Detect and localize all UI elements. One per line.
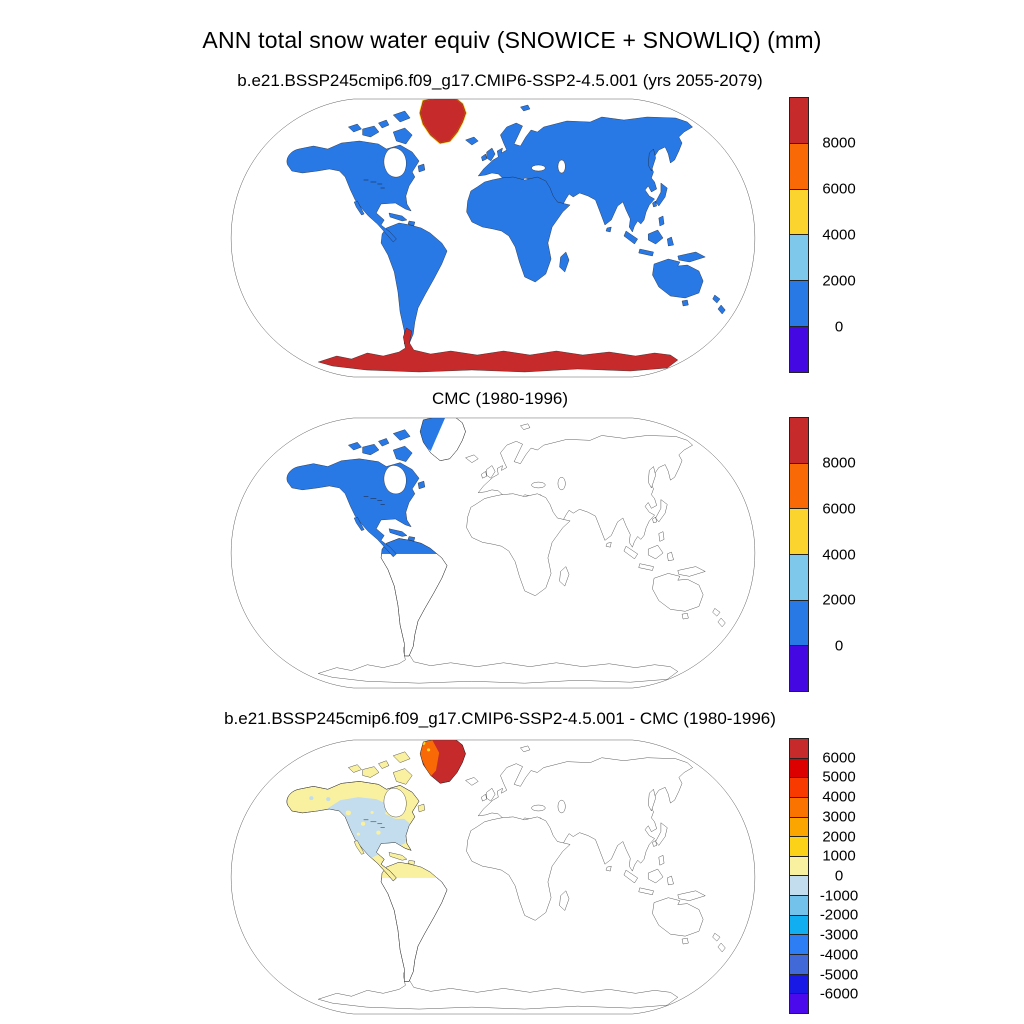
world-map-cmc: [230, 417, 756, 689]
colorbar-segment: [790, 914, 808, 935]
colorbar-tick-label: 1000: [822, 847, 856, 865]
colorbar-tick-label: 5000: [822, 768, 856, 786]
panel-1-title: b.e21.BSSP245cmip6.f09_g17.CMIP6-SSP2-4.…: [237, 71, 763, 90]
region-antarctica: [317, 965, 679, 1010]
world-map-model: [230, 98, 756, 378]
region-arctic-islands: [348, 751, 413, 785]
colorbar-tick-label: -2000: [819, 906, 859, 924]
region-australia: [652, 573, 704, 612]
colorbar-tick-label: 8000: [822, 454, 856, 472]
colorbar-segment: [790, 739, 808, 758]
colorbar-strip: [789, 738, 809, 1014]
colorbar-tick-label: -6000: [819, 985, 859, 1003]
colorbar-tick-label: -3000: [819, 926, 859, 944]
region-australia: [652, 258, 704, 299]
colorbar-tick-label: 0: [834, 318, 844, 336]
region-south-america: [380, 222, 448, 345]
colorbar-segment: [790, 645, 808, 692]
region-australia: [652, 897, 704, 937]
colorbar-tick-label: 4000: [822, 788, 856, 806]
colorbar-tick-label: -1000: [819, 887, 859, 905]
colorbar-segment: [790, 895, 808, 915]
colorbar-strip: [789, 97, 809, 373]
region-arctic-islands: [348, 110, 413, 145]
colorbar-segment: [790, 855, 808, 876]
colorbar-segment: [790, 508, 808, 555]
colorbar-model: 8000 6000 4000 2000 0: [789, 97, 859, 373]
colorbar-segment: [790, 875, 808, 896]
figure-title: ANN total snow water equiv (SNOWICE + SN…: [202, 27, 822, 53]
colorbar-segment: [790, 599, 808, 646]
world-map-difference: [230, 739, 756, 1015]
region-antarctica: [317, 327, 679, 373]
region-south-america: [380, 538, 448, 657]
region-antarctica: [317, 640, 679, 684]
colorbar-segment: [790, 816, 808, 837]
colorbar-strip: [789, 417, 809, 692]
region-south-america: [380, 861, 448, 982]
colorbar-tick-label: -5000: [819, 966, 859, 984]
colorbar-segment: [790, 777, 808, 797]
colorbar-tick-label: 2000: [822, 828, 856, 846]
colorbar-segment: [790, 757, 808, 778]
colorbar-tick-label: 4000: [822, 226, 856, 244]
colorbar-tick-label: 6000: [822, 500, 856, 518]
colorbar-difference: 6000 5000 4000 3000 2000 1000 0 -1000 -2000 -3000…: [789, 738, 859, 1014]
colorbar-tick-label: -4000: [819, 946, 859, 964]
colorbar-segment: [790, 188, 808, 235]
panel-2-title: CMC (1980-1996): [431, 389, 569, 408]
colorbar-segment: [790, 954, 808, 974]
colorbar-segment: [790, 234, 808, 281]
map-panel-model: [229, 98, 757, 378]
colorbar-segment: [790, 280, 808, 327]
colorbar-tick-label: 6000: [822, 180, 856, 198]
colorbar-tick-label: 8000: [822, 134, 856, 152]
colorbar-segment: [790, 554, 808, 600]
colorbar-tick-label: 4000: [822, 546, 856, 563]
colorbar-tick-label: 2000: [822, 272, 856, 290]
colorbar-segment: [790, 142, 808, 189]
colorbar-segment: [790, 326, 808, 372]
map-panel-difference: [229, 739, 757, 1015]
colorbar-segment: [790, 973, 808, 994]
colorbar-tick-label: 0: [834, 637, 844, 655]
colorbar-cmc: 8000 6000 4000 2000 0: [789, 417, 859, 692]
region-arctic-islands: [348, 429, 413, 462]
colorbar-segment: [790, 993, 808, 1013]
colorbar-segment: [790, 98, 808, 143]
map-panel-cmc: [229, 417, 757, 689]
colorbar-tick-label: 0: [834, 867, 844, 885]
colorbar-segment: [790, 418, 808, 463]
colorbar-tick-label: 2000: [822, 591, 856, 609]
colorbar-segment: [790, 836, 808, 856]
colorbar-segment: [790, 796, 808, 817]
panel-3-title: b.e21.BSSP245cmip6.f09_g17.CMIP6-SSP2-4.…: [224, 709, 776, 728]
colorbar-tick-label: 6000: [822, 749, 856, 767]
colorbar-segment: [790, 934, 808, 955]
colorbar-tick-label: 3000: [822, 808, 856, 826]
colorbar-segment: [790, 462, 808, 509]
region-greenland: [419, 99, 467, 144]
